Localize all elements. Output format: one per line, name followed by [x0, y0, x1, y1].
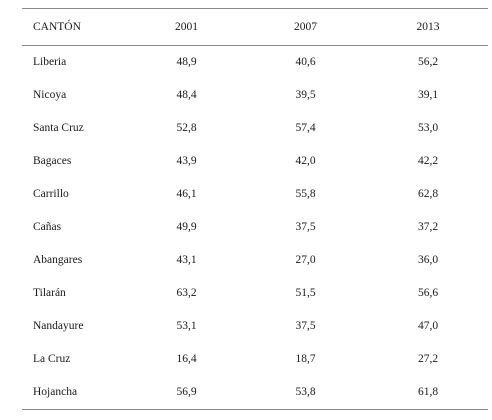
cell-2007: 40,6 — [295, 55, 316, 68]
cell-2013: 37,2 — [417, 221, 439, 234]
cell-2001: 56,9 — [176, 386, 197, 399]
cell-canton: Hojancha — [33, 386, 78, 399]
cell-2007: 57,4 — [295, 121, 316, 134]
cell-2001: 43,9 — [176, 154, 197, 167]
table-row: Nandayure 53,1 37,5 47,0 — [22, 310, 488, 343]
cell-2007: 27,0 — [295, 254, 316, 267]
table-row: Hojancha 56,9 53,8 61,8 — [22, 376, 488, 409]
table-row: Carrillo 46,1 55,8 62,8 — [22, 177, 488, 210]
cell-canton: Santa Cruz — [33, 121, 84, 134]
table-header-rule — [22, 45, 488, 46]
cell-2013: 27,2 — [417, 353, 439, 366]
cell-canton: La Cruz — [33, 353, 71, 366]
table-header: CANTÓN 2001 2007 2013 — [22, 9, 488, 45]
table-row: Bagaces 43,9 42,0 42,2 — [22, 144, 488, 177]
cell-2013: 56,6 — [417, 287, 439, 300]
cell-canton: Tilarán — [33, 287, 66, 300]
cell-2013: 61,8 — [417, 386, 439, 399]
cell-2001: 48,4 — [176, 88, 197, 101]
cell-2007: 37,5 — [295, 221, 316, 234]
cell-2013: 56,2 — [417, 55, 439, 68]
cell-2007: 53,8 — [295, 386, 316, 399]
cell-2013: 53,0 — [417, 121, 439, 134]
cell-canton: Nandayure — [33, 320, 84, 333]
header-2001: 2001 — [175, 21, 198, 33]
cell-canton: Abangares — [33, 254, 83, 267]
table-bottom-rule — [22, 409, 488, 410]
cell-2013: 39,1 — [417, 88, 439, 101]
table-row: Nicoya 48,4 39,5 39,1 — [22, 78, 488, 111]
header-canton: CANTÓN — [33, 21, 81, 33]
cell-2013: 42,2 — [417, 154, 439, 167]
table-row: Santa Cruz 52,8 57,4 53,0 — [22, 111, 488, 144]
cell-canton: Carrillo — [33, 187, 69, 200]
header-2013: 2013 — [416, 21, 440, 33]
cell-2001: 52,8 — [176, 121, 197, 134]
cell-canton: Bagaces — [33, 154, 72, 167]
header-2007: 2007 — [294, 21, 317, 33]
table-row: Abangares 43,1 27,0 36,0 — [22, 244, 488, 277]
cell-2007: 55,8 — [295, 187, 316, 200]
table-row: Liberia 48,9 40,6 56,2 — [22, 45, 488, 78]
table-top-rule — [22, 8, 488, 9]
cell-2013: 47,0 — [417, 320, 439, 333]
cell-2013: 36,0 — [417, 254, 439, 267]
cell-2001: 43,1 — [176, 254, 197, 267]
cell-canton: Liberia — [33, 55, 67, 68]
cell-2007: 18,7 — [295, 353, 316, 366]
cell-2001: 63,2 — [176, 287, 197, 300]
cell-2001: 16,4 — [176, 353, 197, 366]
cell-canton: Nicoya — [33, 88, 67, 101]
cell-2001: 48,9 — [176, 55, 197, 68]
cell-2007: 37,5 — [295, 320, 316, 333]
table-row: Tilarán 63,2 51,5 56,6 — [22, 277, 488, 310]
cell-2007: 51,5 — [295, 287, 316, 300]
cell-2007: 39,5 — [295, 88, 316, 101]
cell-canton: Cañas — [33, 221, 62, 234]
cell-2001: 53,1 — [176, 320, 197, 333]
cell-2013: 62,8 — [417, 187, 439, 200]
table-row: La Cruz 16,4 18,7 27,2 — [22, 343, 488, 376]
table-row: Cañas 49,9 37,5 37,2 — [22, 210, 488, 243]
cell-2007: 42,0 — [295, 154, 316, 167]
cell-2001: 49,9 — [176, 221, 197, 234]
data-table: CANTÓN 2001 2007 2013 Liberia 48,9 40,6 56,… — [22, 9, 488, 409]
table-body: Liberia 48,9 40,6 56,2 Nicoya 48,4 39,5 39,1 San… — [22, 45, 488, 409]
header-row: CANTÓN 2001 2007 2013 — [22, 9, 488, 45]
cell-2001: 46,1 — [176, 187, 197, 200]
